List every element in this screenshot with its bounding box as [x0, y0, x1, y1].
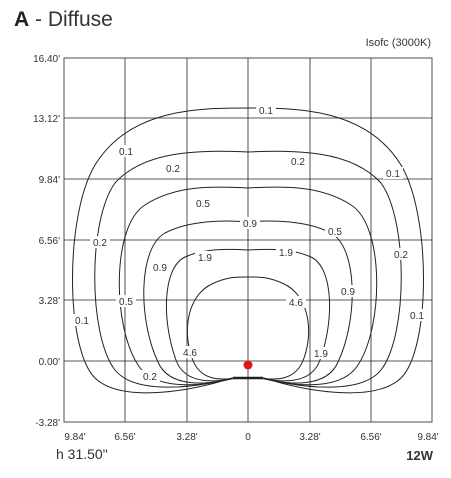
contour-label: 0.5: [328, 227, 342, 238]
x-tick-label: 6.56': [114, 432, 135, 443]
contour-label: 1.9: [198, 253, 212, 264]
contour-0.2: [94, 150, 402, 388]
contour-label: 0.5: [119, 297, 133, 308]
contour-label: 0.1: [259, 106, 273, 117]
x-tick-label: 9.84': [417, 432, 438, 443]
contour-label: 0.2: [143, 372, 157, 383]
contour-label: 0.9: [153, 263, 167, 274]
y-tick-label: 0.00': [39, 357, 60, 368]
contour-1.9: [165, 248, 331, 382]
x-tick-label: 0: [245, 432, 251, 443]
contour-label: 0.9: [341, 287, 355, 298]
contour-label: 0.2: [93, 238, 107, 249]
contour-label: 0.9: [243, 219, 257, 230]
contour-label: 4.6: [183, 348, 197, 359]
contour-label: 0.2: [166, 164, 180, 175]
contour-label: 4.6: [289, 298, 303, 309]
contour-0.1: [72, 107, 424, 394]
contour-label: 0.1: [75, 316, 89, 327]
x-tick-label: 9.84': [64, 432, 85, 443]
contour-0.5: [118, 186, 378, 386]
mounting-height: h 31.50": [56, 446, 108, 462]
y-tick-label: 13.12': [33, 114, 60, 125]
contour-label: 0.2: [291, 157, 305, 168]
contour-label: 1.9: [279, 248, 293, 259]
title-letter: A: [14, 8, 30, 31]
y-tick-label: 6.56': [39, 236, 60, 247]
light-source-marker: [243, 360, 253, 370]
x-tick-label: 3.28': [176, 432, 197, 443]
y-tick-label: 16.40': [33, 54, 60, 65]
y-tick-label: -3.28': [35, 418, 60, 429]
contour-label: 0.1: [119, 147, 133, 158]
y-tick-label: 9.84': [39, 175, 60, 186]
power-rating: 12W: [406, 448, 433, 463]
x-tick-label: 3.28': [299, 432, 320, 443]
contour-label: 0.5: [196, 199, 210, 210]
title-text: - Diffuse: [29, 8, 113, 31]
grid: [63, 57, 433, 423]
contour-label: 0.2: [394, 250, 408, 261]
contour-label: 0.1: [410, 311, 424, 322]
diagram-title: A - Diffuse: [14, 8, 113, 32]
y-tick-label: 3.28': [39, 296, 60, 307]
contour-label: 0.1: [386, 169, 400, 180]
contour-label: 1.9: [314, 349, 328, 360]
x-tick-label: 6.56': [360, 432, 381, 443]
diagram-subtitle: Isofc (3000K): [365, 37, 431, 49]
